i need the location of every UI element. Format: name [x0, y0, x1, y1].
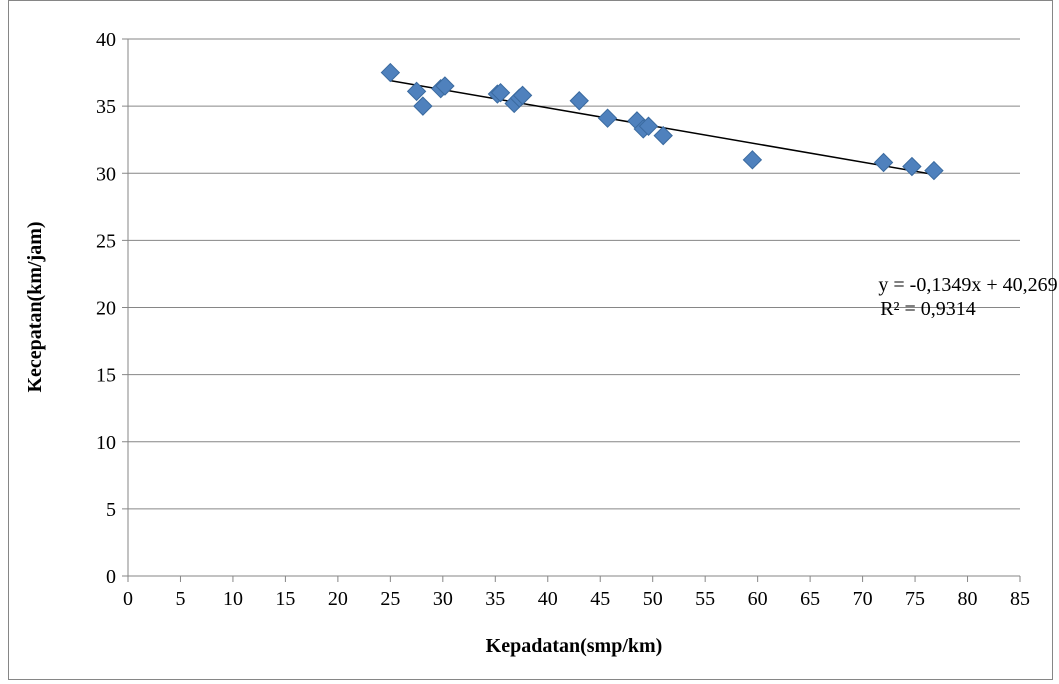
x-tick-labels: 0 5 10 15 20 25 30 35 40 45 50 55 60 65 70 75 80 85 — [123, 588, 1030, 610]
y-tick-label-40: 40 — [96, 29, 116, 51]
x-tick-label-45: 45 — [590, 588, 610, 610]
data-point-11 — [597, 108, 618, 128]
y-tick-label-15: 15 — [96, 365, 116, 387]
x-tick-label-5: 5 — [175, 588, 185, 610]
x-tick-label-55: 55 — [695, 588, 715, 610]
y-tick-label-25: 25 — [96, 230, 116, 252]
x-tick-label-35: 35 — [485, 588, 505, 610]
axes — [122, 38, 1021, 582]
data-point-2 — [413, 96, 433, 116]
data-point-0 — [380, 62, 401, 83]
trendline-equation: y = -0,1349x + 40,269 — [878, 274, 1057, 296]
gridlines — [128, 38, 1020, 510]
y-tick-label-5: 5 — [106, 499, 116, 521]
y-tick-label-10: 10 — [96, 432, 116, 454]
data-point-19 — [924, 160, 944, 181]
data-point-6 — [490, 82, 511, 103]
x-tick-label-40: 40 — [538, 588, 558, 610]
x-tick-label-70: 70 — [853, 588, 873, 610]
x-tick-label-15: 15 — [275, 588, 295, 610]
x-tick-label-20: 20 — [328, 588, 348, 610]
data-point-9 — [512, 85, 533, 106]
x-tick-label-50: 50 — [643, 588, 663, 610]
y-tick-label-20: 20 — [96, 298, 116, 320]
trendline-r-squared: R² = 0,9314 — [880, 298, 976, 320]
x-tick-label-75: 75 — [905, 588, 925, 610]
y-tick-label-0: 0 — [106, 566, 116, 588]
y-axis-title: Kecepatan(km/jam) — [24, 221, 46, 392]
data-point-17 — [873, 152, 894, 173]
chart-frame — [8, 0, 1053, 680]
x-tick-label-60: 60 — [748, 588, 768, 610]
data-point-4 — [435, 76, 455, 96]
data-point-15 — [653, 125, 673, 146]
data-point-14 — [638, 116, 659, 136]
y-tick-labels: 0 5 10 15 20 25 30 35 40 — [96, 29, 116, 588]
x-tick-label-30: 30 — [433, 588, 453, 610]
x-tick-label-25: 25 — [380, 588, 400, 610]
data-point-10 — [569, 91, 589, 111]
data-point-18 — [902, 156, 922, 177]
x-tick-label-65: 65 — [800, 588, 820, 610]
y-tick-label-30: 30 — [96, 163, 116, 185]
data-point-1 — [406, 81, 427, 102]
x-tick-label-80: 80 — [958, 588, 978, 610]
data-points — [380, 62, 944, 181]
x-tick-label-10: 10 — [223, 588, 243, 610]
x-axis-title: Kepadatan(smp/km) — [486, 635, 663, 657]
x-tick-label-0: 0 — [123, 588, 133, 610]
x-tick-label-85: 85 — [1010, 588, 1030, 610]
data-point-16 — [742, 150, 763, 170]
y-tick-label-35: 35 — [96, 96, 116, 118]
